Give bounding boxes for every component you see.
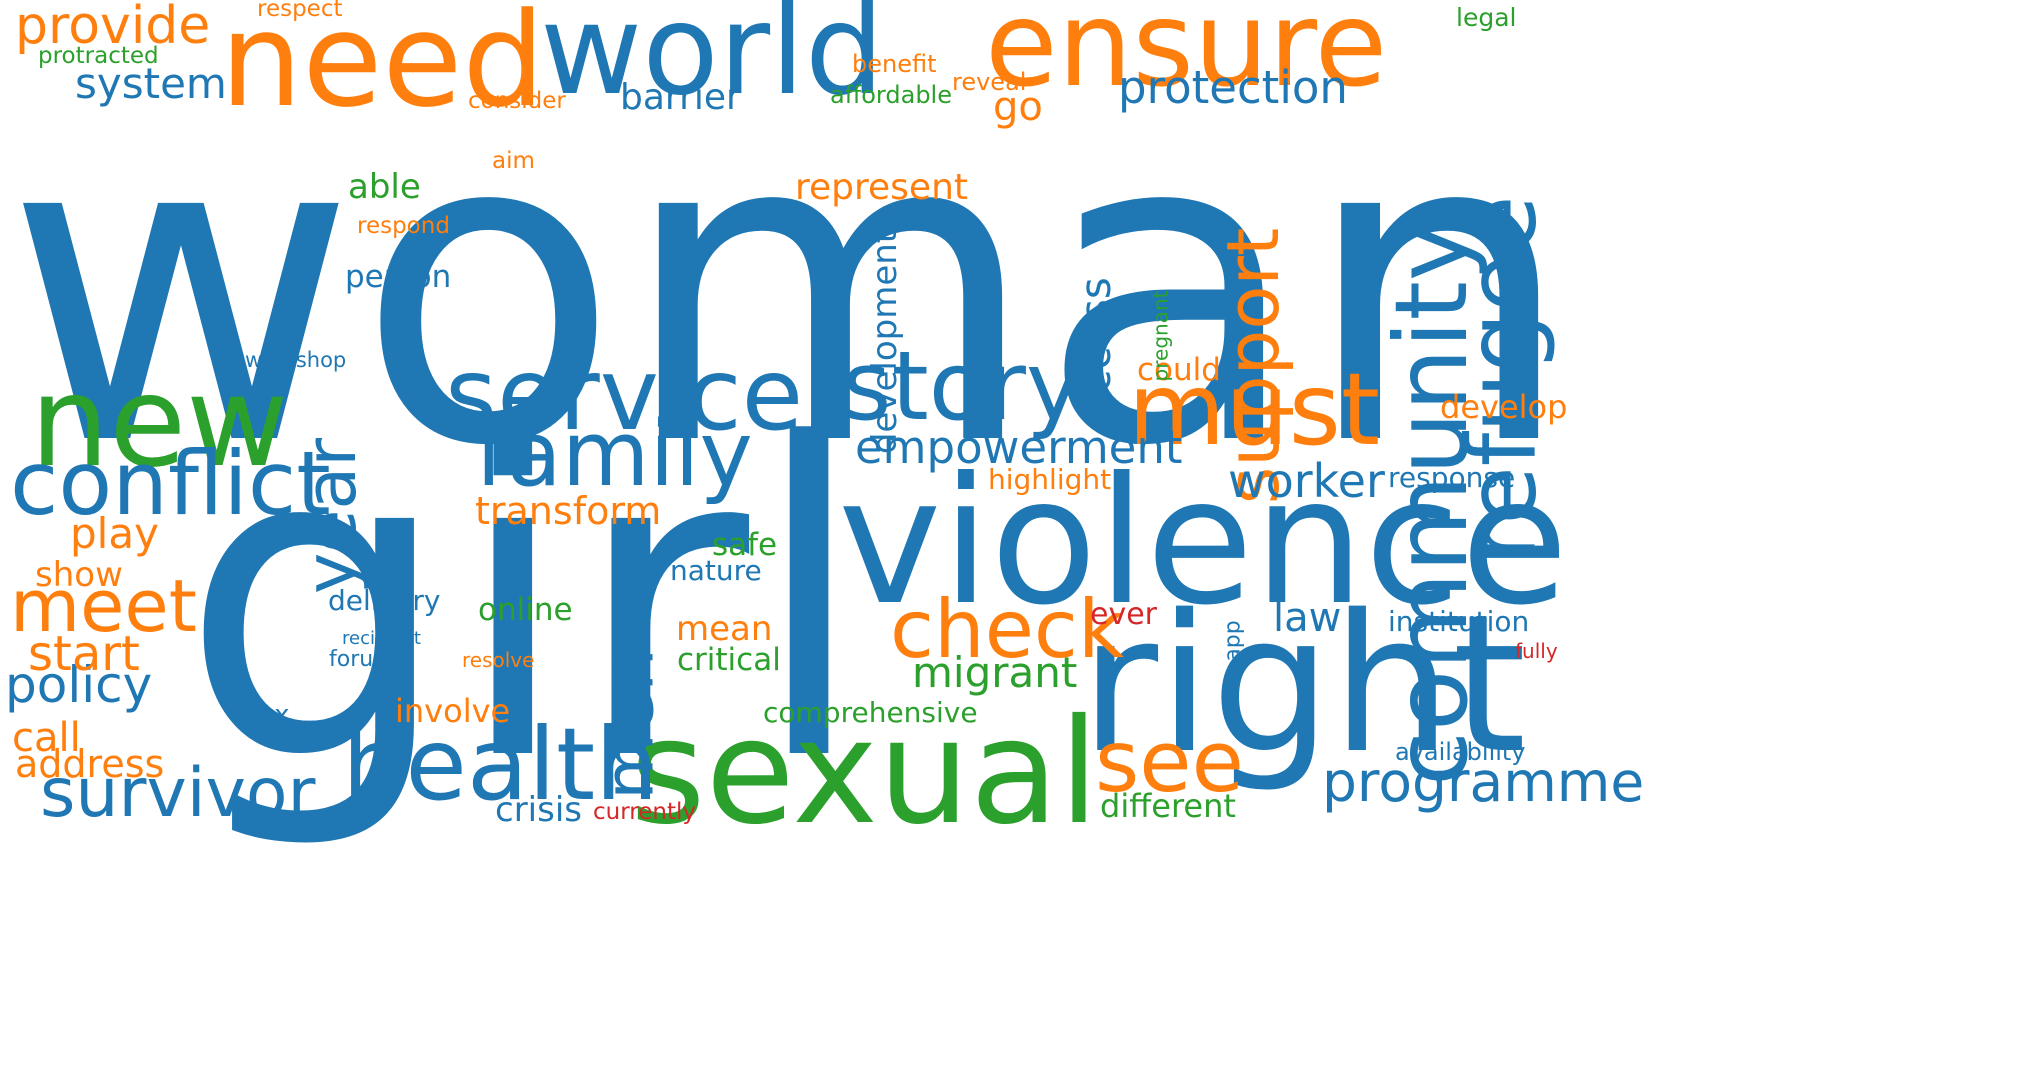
word-workshop: workshop	[245, 348, 347, 372]
word-policy: policy	[5, 656, 153, 714]
word-could: could	[1137, 352, 1221, 388]
word-development: development	[865, 229, 906, 455]
word-safe: safe	[712, 527, 778, 563]
word-access: access	[1070, 277, 1120, 419]
word-benefit: benefit	[852, 50, 937, 78]
word-sexual: sexual	[630, 688, 1100, 857]
word-worker: worker	[1228, 454, 1385, 508]
word-conflict: conflict	[10, 432, 331, 535]
word-story: story	[842, 332, 1083, 442]
word-call: call	[12, 715, 81, 761]
word-affordable: affordable	[830, 81, 952, 109]
word-show: show	[35, 555, 123, 595]
word-violence: violence	[838, 441, 1569, 644]
word-protracted: protracted	[38, 43, 159, 69]
word-men: men	[590, 647, 670, 800]
word-need: need	[220, 0, 545, 136]
word-online: online	[478, 592, 573, 628]
word-fully: fully	[1515, 639, 1558, 663]
word-response: response	[1388, 461, 1516, 494]
word-delivery: delivery	[328, 584, 441, 617]
word-respond: respond	[357, 213, 450, 239]
word-ever: ever	[1090, 597, 1158, 632]
word-programme: programme	[1322, 750, 1645, 814]
word-girl: girl	[180, 355, 869, 855]
word-different: different	[1100, 787, 1236, 825]
word-law: law	[1273, 595, 1342, 641]
word-pregnant: pregnant	[1147, 290, 1172, 381]
word-highlight: highlight	[988, 463, 1112, 496]
word-forum: forum	[329, 647, 395, 672]
word-able: able	[348, 167, 421, 207]
word-consider: consider	[468, 88, 566, 114]
word-develop: develop	[1440, 388, 1568, 426]
word-ensure: ensure	[985, 0, 1388, 113]
word-provide: provide	[15, 0, 211, 56]
word-represent: represent	[795, 167, 969, 208]
word-play: play	[70, 509, 159, 558]
word-recipient: recipient	[342, 628, 421, 649]
word-barrier: barrier	[620, 77, 741, 118]
word-availability: availability	[1395, 738, 1526, 766]
word-crisis: crisis	[495, 790, 582, 830]
word-institution: institution	[1388, 605, 1530, 638]
word-right: right	[1080, 574, 1527, 795]
word-transform: transform	[475, 489, 662, 533]
word-system: system	[75, 59, 227, 108]
word-protection: protection	[1118, 61, 1348, 114]
word-mean: mean	[676, 609, 773, 649]
word-meet: meet	[10, 564, 197, 648]
word-respect: respect	[257, 0, 343, 22]
word-reveal: reveal	[952, 68, 1027, 96]
word-must: must	[1128, 351, 1381, 468]
word-family: family	[475, 402, 753, 507]
word-check: check	[890, 583, 1125, 676]
word-person: person	[345, 259, 452, 295]
word-aim: aim	[492, 148, 535, 174]
word-currently: currently	[593, 799, 696, 825]
word-address: address	[15, 742, 165, 786]
word-resolve: resolve	[462, 648, 535, 672]
word-world: world	[540, 0, 885, 123]
word-new: new	[30, 350, 289, 495]
word-involve: involve	[395, 692, 511, 730]
word-start: start	[28, 626, 140, 682]
word-refugee: refugee	[1447, 194, 1558, 562]
word-sex: sex	[245, 700, 290, 730]
word-see: see	[1095, 713, 1244, 812]
word-app: app	[1220, 619, 1246, 662]
word-legal: legal	[1456, 3, 1517, 32]
word-empowerment: empowerment	[855, 421, 1183, 474]
word-migrant: migrant	[912, 648, 1078, 697]
word-nature: nature	[670, 554, 762, 587]
word-woman: woman	[5, 40, 1575, 540]
word-service: service	[445, 336, 804, 453]
word-health: health	[342, 706, 659, 823]
word-go: go	[993, 84, 1043, 130]
word-year: year	[290, 437, 373, 595]
word-comprehensive: comprehensive	[763, 696, 978, 729]
word-survivor: survivor	[40, 754, 316, 833]
word-critical: critical	[677, 642, 781, 678]
